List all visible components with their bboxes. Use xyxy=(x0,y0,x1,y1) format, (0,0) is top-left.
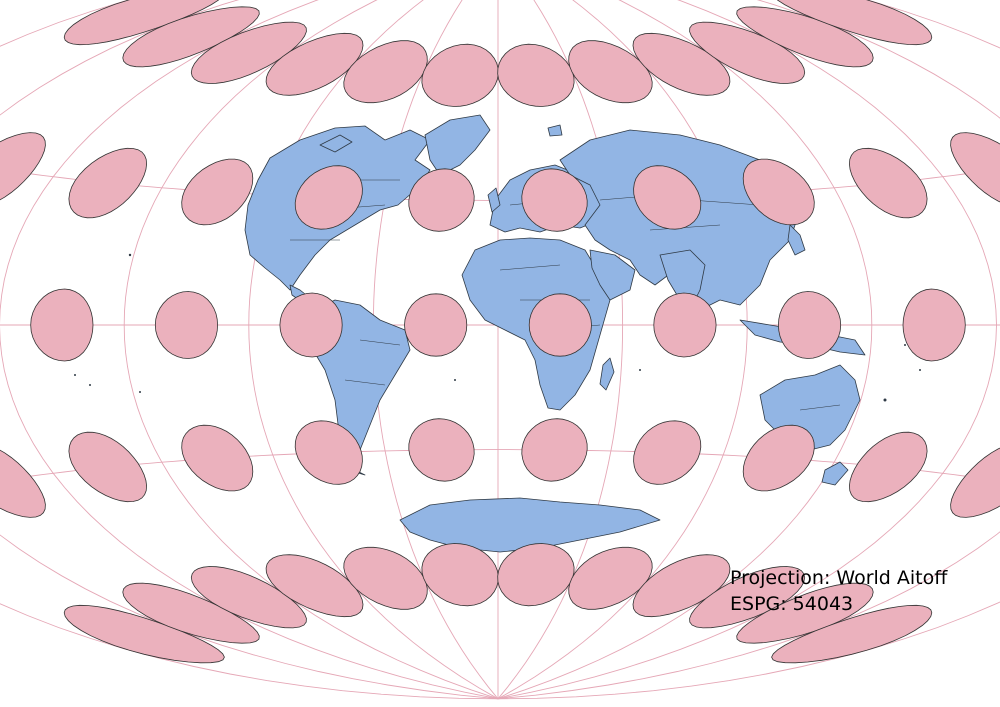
new-zealand xyxy=(821,461,849,486)
tissot-ellipse xyxy=(343,40,428,104)
tissot-ellipse xyxy=(742,424,815,492)
svalbard xyxy=(547,124,563,137)
arabian-peninsula xyxy=(589,249,636,301)
tissot-ellipse xyxy=(294,420,363,485)
tissot-ellipse xyxy=(154,291,219,359)
tissot-ellipse xyxy=(689,21,806,84)
tissot-ellipse xyxy=(950,447,1000,518)
tissot-ellipse xyxy=(848,431,928,503)
tissot-ellipse xyxy=(68,431,148,503)
tissot-ellipse xyxy=(653,292,717,358)
tissot-ellipse xyxy=(568,546,653,610)
tissot-indicatrices xyxy=(0,0,1000,664)
tissot-ellipse xyxy=(521,168,588,232)
tissot-ellipse xyxy=(497,543,575,607)
tissot-ellipse xyxy=(294,165,363,230)
tissot-ellipse xyxy=(122,6,260,68)
tissot-ellipse xyxy=(689,566,806,629)
tissot-ellipse xyxy=(0,132,46,201)
tissot-ellipse xyxy=(632,554,731,618)
tissot-ellipse xyxy=(771,604,933,664)
arctic-islands xyxy=(319,134,353,153)
projection-label: Projection: World Aitoff xyxy=(730,567,948,589)
tissot-ellipse xyxy=(63,604,225,664)
tissot-ellipse xyxy=(408,418,475,482)
tissot-ellipse xyxy=(421,43,499,107)
madagascar xyxy=(599,357,615,391)
tissot-ellipse xyxy=(265,554,364,618)
antarctica xyxy=(399,497,661,553)
tissot-ellipse xyxy=(421,543,499,607)
tissot-ellipse xyxy=(632,32,731,96)
tissot-ellipse xyxy=(408,168,475,232)
tissot-ellipse xyxy=(633,165,702,230)
tissot-ellipse xyxy=(68,147,148,219)
parallel-line xyxy=(0,449,1000,482)
tissot-ellipse xyxy=(776,0,933,46)
map-caption: Projection: World Aitoff ESPG: 54043 xyxy=(730,565,947,617)
tissot-ellipse xyxy=(633,420,702,485)
tissot-ellipse xyxy=(742,158,815,226)
tissot-ellipse xyxy=(265,32,364,96)
tissot-ellipse xyxy=(497,43,575,107)
tissot-ellipse xyxy=(848,147,928,219)
tissot-ellipse xyxy=(568,40,653,104)
greenland xyxy=(424,114,491,176)
tissot-ellipse xyxy=(902,288,966,362)
tissot-ellipse xyxy=(190,566,307,629)
tissot-ellipse xyxy=(190,21,307,84)
tissot-ellipse xyxy=(404,293,468,357)
tissot-ellipse xyxy=(521,418,588,482)
british-isles xyxy=(487,187,501,213)
tissot-ellipse xyxy=(181,424,254,492)
tissot-ellipse xyxy=(279,292,343,358)
tissot-ellipse xyxy=(122,582,260,644)
tissot-ellipse xyxy=(0,449,46,518)
epsg-label: ESPG: 54043 xyxy=(730,593,854,615)
tissot-ellipse xyxy=(30,288,94,362)
tissot-ellipse xyxy=(181,158,254,226)
tissot-ellipse xyxy=(736,6,874,68)
small-islands xyxy=(74,253,921,402)
japan xyxy=(787,224,806,256)
tissot-ellipse xyxy=(950,132,1000,203)
tissot-ellipse xyxy=(528,293,592,357)
tissot-ellipse xyxy=(63,0,220,46)
tissot-ellipse xyxy=(777,291,842,359)
tissot-ellipse xyxy=(736,582,874,644)
tissot-ellipse xyxy=(343,546,428,610)
